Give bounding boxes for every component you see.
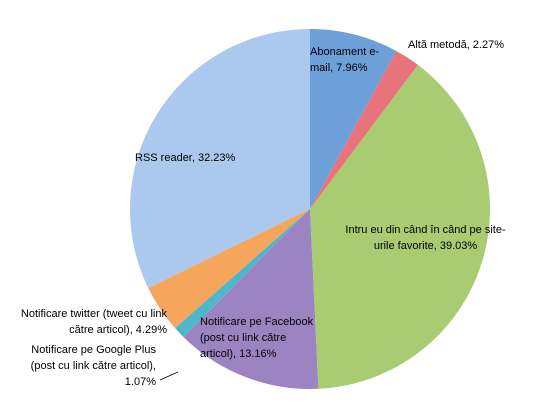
pie-slice bbox=[175, 209, 310, 337]
pie-slice bbox=[310, 64, 491, 389]
pie-slice bbox=[310, 29, 397, 209]
pie-slice bbox=[130, 29, 310, 288]
slice-label: Abonament e-mail, 7.96% bbox=[310, 46, 380, 74]
slice-label: Altă metodă, 2.27% bbox=[408, 39, 505, 51]
leader-line bbox=[159, 371, 179, 381]
slice-label: Notificare twitter (tweet cu link către … bbox=[20, 308, 167, 336]
pie-slice bbox=[148, 209, 310, 329]
pie-slice bbox=[310, 51, 418, 210]
pie-slice bbox=[183, 209, 319, 389]
slice-label: Notificare pe Facebook (post cu link căt… bbox=[200, 316, 314, 360]
slice-label: Intru eu din când în când pe site-urile … bbox=[345, 224, 506, 252]
slice-label: RSS reader, 32.23% bbox=[135, 152, 236, 164]
slice-label: Notificare pe Google Plus (post cu link … bbox=[30, 344, 156, 388]
